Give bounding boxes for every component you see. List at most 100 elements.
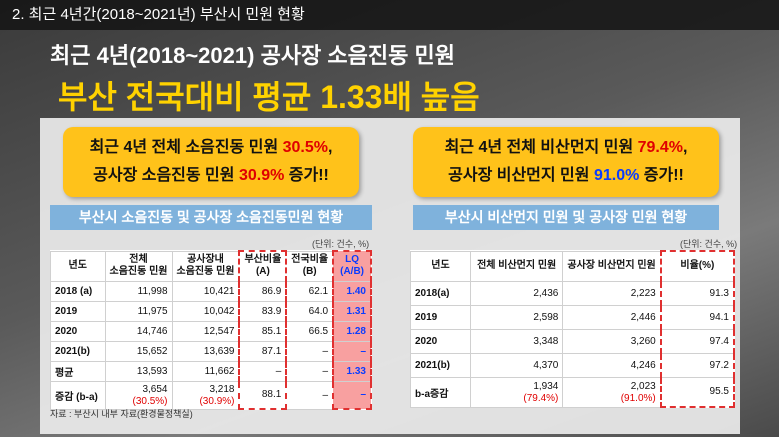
- cell-value: 87.1: [261, 345, 282, 357]
- cell-value: 97.4: [709, 335, 729, 347]
- cell-value: 2019: [415, 311, 438, 323]
- table-cell: 64.0: [285, 300, 334, 322]
- header-cell: 전체 소음진동 민원: [104, 250, 173, 282]
- cell-value: 1.28: [346, 325, 366, 337]
- unit-note: (단위: 건수, %): [680, 239, 738, 249]
- header-text: 소음진동 민원: [109, 266, 168, 277]
- cell-value: 64.0: [308, 305, 329, 317]
- table-cell: –: [285, 360, 334, 382]
- cell-value: 2021(b): [55, 345, 91, 357]
- table-cell: 2021(b): [50, 340, 106, 362]
- cell-value: 2018(a): [415, 287, 450, 299]
- cell-value: 14,746: [136, 325, 168, 337]
- source-note: 자료 : 부산시 내부 자료(환경물정책실): [50, 409, 193, 419]
- table-cell: 94.1: [659, 304, 736, 330]
- table-cell: 13,639: [171, 340, 240, 362]
- callout-text: ,: [682, 139, 688, 156]
- table-cell: 14,746: [104, 320, 173, 342]
- cell-value: 3,260: [630, 335, 656, 347]
- cell-value: –: [275, 365, 282, 377]
- table-cell: 4,370: [469, 352, 564, 378]
- cell-value: b-a증감: [415, 388, 449, 400]
- header-cell: 년도: [410, 250, 471, 282]
- table-row: 2018 (a) 11,998 10,421 86.9 62.1 1.40: [50, 280, 372, 302]
- cell-value: 2019: [55, 305, 78, 317]
- callout-figure: 30.9%: [238, 167, 285, 184]
- cell-value: –: [360, 345, 366, 357]
- table-cell: 1,934 (79.4%): [469, 376, 564, 408]
- header-cell: LQ (A/B): [332, 250, 372, 282]
- header-bar: 2. 최근 4년간(2018~2021년) 부산시 민원 현황: [0, 0, 779, 30]
- table-cell: 2018(a): [410, 280, 471, 306]
- cell-change: (91.0%): [620, 392, 656, 404]
- noise-callout: 최근 4년 전체 소음진동 민원 30.5%, 공사장 소음진동 민원 30.9…: [63, 127, 359, 197]
- cell-value: 88.1: [261, 389, 282, 401]
- callout-text: 최근 4년 전체 비산먼지 민원: [444, 139, 638, 156]
- cell-value: 2020: [55, 325, 78, 337]
- cell-value: 1.31: [346, 305, 366, 317]
- table-cell: 3,654 (30.5%): [104, 380, 173, 410]
- header-text: 비율(%): [680, 260, 715, 272]
- table-cell: 평균: [50, 360, 106, 382]
- table-cell: 13,593: [104, 360, 173, 382]
- table-cell: b-a증감: [410, 376, 471, 408]
- table-cell: 86.9: [238, 280, 288, 302]
- cell-value: 85.1: [261, 325, 282, 337]
- cell-value: 평균: [55, 367, 74, 379]
- cell-value: 4,370: [533, 359, 559, 371]
- table-cell: 2019: [410, 304, 471, 330]
- cell-value: 11,975: [137, 305, 168, 317]
- callout-text: 최근 4년 전체 소음진동 민원: [89, 139, 283, 156]
- table-cell: –: [238, 360, 288, 382]
- table-cell: 2,598: [469, 304, 564, 330]
- section-title: 부산시 비산먼지 민원 및 공사장 민원 현황: [413, 205, 719, 230]
- header-cell: 전국비율 (B): [285, 250, 334, 282]
- headline-title: 부산 전국대비 평균 1.33배 높음: [58, 79, 480, 115]
- cell-value: 11,998: [137, 285, 168, 297]
- cell-value: 11,662: [204, 365, 235, 377]
- unit-note: (단위: 건수, %): [312, 239, 370, 249]
- header-text: 년도: [68, 260, 87, 271]
- table-row: 2019 11,975 10,042 83.9 64.0 1.31: [50, 300, 372, 322]
- cell-value: 3,654: [142, 383, 168, 395]
- cell-value: 1.33: [346, 365, 366, 377]
- table-row: 2018(a) 2,436 2,223 91.3: [410, 280, 736, 306]
- cell-value: 2021(b): [415, 359, 451, 371]
- table-cell: 2020: [410, 328, 471, 354]
- table-cell: 11,975: [104, 300, 173, 322]
- cell-change: (30.5%): [132, 395, 168, 407]
- table-cell: 2,023 (91.0%): [562, 376, 662, 408]
- headline-subtitle: 최근 4년(2018~2021) 공사장 소음진동 민원: [50, 43, 455, 68]
- table-cell: –: [332, 380, 372, 410]
- table-row: 2020 14,746 12,547 85.1 66.5 1.28: [50, 320, 372, 342]
- noise-table: 년도 전체 소음진동 민원 공사장내 소음진동 민원 부산비율 (A) 전국비율 (B) LQ (A…: [50, 250, 372, 410]
- header-text: 전체 비산먼지 민원: [477, 260, 557, 271]
- table-cell: 12,547: [171, 320, 240, 342]
- header-text: 공사장내: [187, 254, 224, 265]
- callout-figure: 91.0%: [593, 167, 640, 184]
- table-cell: 2,223: [562, 280, 662, 306]
- callout-line: 공사장 소음진동 민원 30.9% 증가!!: [63, 162, 359, 190]
- cell-value: 66.5: [308, 325, 329, 337]
- cell-value: 91.3: [709, 287, 729, 299]
- table-row: 2020 3,348 3,260 97.4: [410, 328, 736, 354]
- cell-value: 1,934: [533, 380, 559, 392]
- table-cell: 87.1: [238, 340, 288, 362]
- header-text: 년도: [431, 260, 450, 271]
- table-cell: 2020: [50, 320, 106, 342]
- table-cell: 85.1: [238, 320, 288, 342]
- table-cell: 11,662: [171, 360, 240, 382]
- table-cell: 1.31: [332, 300, 372, 322]
- callout-figure: 79.4%: [637, 139, 683, 156]
- callout-text: 공사장 소음진동 민원: [93, 167, 239, 184]
- table-cell: 3,218 (30.9%): [171, 380, 240, 410]
- header-text: 전국비율: [291, 254, 329, 265]
- callout-line: 최근 4년 전체 비산먼지 민원 79.4%,: [413, 134, 719, 162]
- table-cell: 10,421: [171, 280, 240, 302]
- table-cell: 1.28: [332, 320, 372, 342]
- header-cell: 전체 비산먼지 민원: [469, 250, 564, 282]
- cell-value: 95.5: [709, 386, 729, 398]
- cell-value: 12,547: [203, 325, 235, 337]
- callout-text: 증가!!: [284, 167, 329, 184]
